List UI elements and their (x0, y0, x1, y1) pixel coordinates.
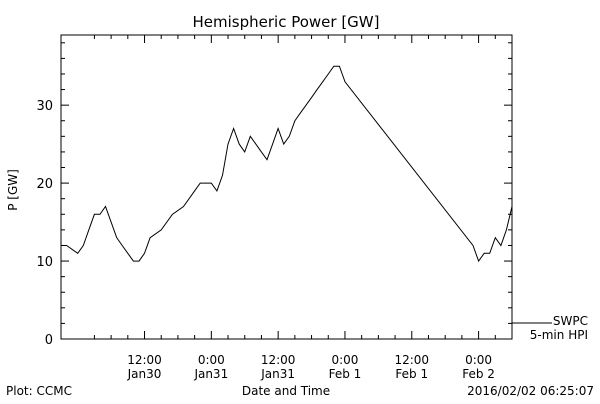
legend-entry-hpi: 5-min HPI (530, 328, 588, 342)
y-tick-label: 30 (36, 99, 53, 114)
y-tick-label: 10 (36, 255, 53, 270)
x-tick-label-date: Jan31 (193, 367, 228, 381)
y-tick-label: 0 (45, 333, 53, 348)
x-tick-label-date: Feb 2 (462, 367, 495, 381)
axes: 010203012:00Jan300:00Jan3112:00Jan310:00… (36, 35, 513, 381)
y-axis-label: P [GW] (6, 169, 20, 211)
x-tick-label-time: 0:00 (198, 353, 225, 367)
x-tick-label-date: Feb 1 (395, 367, 428, 381)
x-tick-label-time: 12:00 (261, 353, 296, 367)
plot-frame (60, 34, 513, 340)
series-line-swpc (61, 65, 513, 263)
x-tick-label-time: 0:00 (465, 353, 492, 367)
footer-timestamp: 2016/02/02 06:25:07 (467, 384, 594, 398)
x-tick-label-date: Jan31 (260, 367, 295, 381)
x-tick-label-time: 12:00 (394, 353, 429, 367)
x-axis-label: Date and Time (242, 384, 330, 398)
x-tick-label-time: 0:00 (331, 353, 358, 367)
x-tick-label-date: Feb 1 (329, 367, 362, 381)
legend-entry-swpc: SWPC (553, 314, 588, 328)
y-tick-label: 20 (36, 177, 53, 192)
series-lines (61, 65, 513, 263)
footer-plot-credit: Plot: CCMC (6, 384, 72, 398)
x-tick-label-date: Jan30 (127, 367, 162, 381)
chart-title: Hemispheric Power [GW] (193, 13, 380, 31)
plot-area (60, 34, 513, 340)
x-tick-label-time: 12:00 (127, 353, 162, 367)
